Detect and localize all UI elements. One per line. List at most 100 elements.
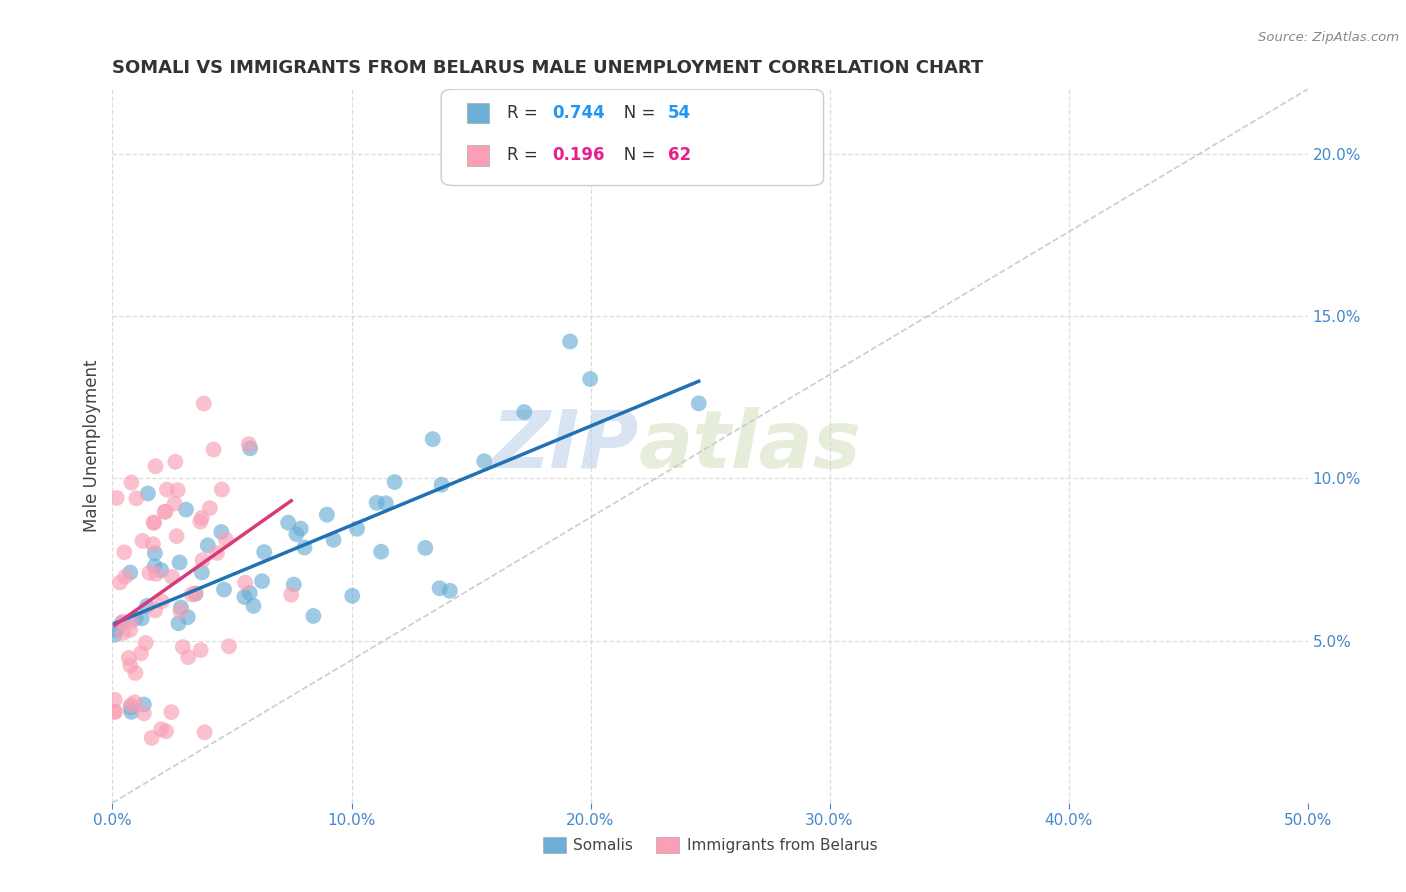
Point (124, 665, 146, 680)
Text: 0.744: 0.744 (553, 104, 605, 122)
Point (250, 574, 273, 589)
Point (190, 510, 212, 524)
Point (242, 599, 264, 613)
Point (579, 372, 602, 386)
Point (142, 516, 165, 530)
Point (191, 553, 214, 567)
Point (108, 575, 131, 590)
Point (111, 615, 134, 630)
Point (294, 541, 316, 555)
Point (124, 695, 146, 709)
Text: R =: R = (508, 146, 543, 164)
Point (124, 611, 146, 625)
Point (156, 483, 179, 497)
Point (211, 483, 233, 497)
Y-axis label: Male Unemployment: Male Unemployment (83, 359, 101, 533)
Point (120, 614, 142, 628)
Point (202, 442, 225, 457)
Point (167, 616, 190, 631)
Point (238, 437, 260, 451)
Point (688, 396, 710, 410)
Point (169, 556, 191, 570)
Point (141, 731, 163, 745)
Point (513, 405, 536, 419)
Point (233, 575, 256, 590)
Point (290, 522, 312, 536)
Point (143, 603, 166, 617)
Point (174, 502, 197, 516)
Point (121, 475, 143, 490)
Point (430, 477, 453, 491)
Point (280, 588, 302, 602)
Point (129, 646, 152, 660)
Point (472, 454, 495, 468)
Point (105, 623, 128, 637)
Point (143, 546, 166, 560)
Text: 54: 54 (668, 104, 692, 122)
Point (429, 581, 451, 595)
Point (104, 705, 127, 719)
Point (285, 527, 308, 541)
Point (143, 559, 166, 574)
Point (184, 586, 207, 600)
Text: N =: N = (609, 104, 661, 122)
Point (118, 651, 141, 665)
Point (374, 496, 396, 510)
Point (439, 583, 461, 598)
Point (180, 587, 202, 601)
Point (370, 544, 392, 558)
Point (104, 692, 127, 706)
Point (111, 626, 134, 640)
Point (138, 566, 160, 580)
Legend: Somalis, Immigrants from Belarus: Somalis, Immigrants from Belarus (537, 831, 883, 859)
Point (163, 496, 186, 510)
Point (184, 587, 207, 601)
Text: Source: ZipAtlas.com: Source: ZipAtlas.com (1258, 31, 1399, 45)
Point (170, 600, 193, 615)
Point (155, 505, 177, 519)
Point (104, 705, 127, 719)
Point (150, 723, 173, 737)
Point (143, 516, 166, 530)
Text: SOMALI VS IMMIGRANTS FROM BELARUS MALE UNEMPLOYMENT CORRELATION CHART: SOMALI VS IMMIGRANTS FROM BELARUS MALE U… (112, 59, 984, 77)
Text: R =: R = (508, 104, 543, 122)
Point (239, 442, 262, 456)
Point (120, 700, 142, 714)
Point (169, 604, 191, 618)
Point (150, 563, 173, 577)
Point (239, 586, 262, 600)
Point (191, 566, 214, 580)
Point (194, 725, 217, 739)
Point (558, 334, 581, 349)
Point (120, 705, 142, 719)
Point (413, 541, 436, 555)
Point (135, 636, 157, 650)
Point (302, 609, 325, 624)
Text: 0.196: 0.196 (553, 146, 605, 164)
Point (193, 396, 215, 410)
Point (155, 724, 177, 739)
Point (190, 515, 212, 529)
Point (422, 432, 444, 446)
Point (105, 491, 128, 505)
Point (346, 522, 368, 536)
Point (172, 640, 194, 654)
Point (166, 529, 188, 543)
Point (218, 640, 240, 654)
Point (205, 546, 228, 560)
Point (131, 611, 153, 625)
Point (111, 615, 134, 629)
Point (136, 599, 159, 613)
Point (342, 589, 364, 603)
Text: atlas: atlas (638, 407, 860, 485)
Point (150, 594, 173, 608)
Point (125, 491, 148, 506)
Point (160, 570, 183, 584)
Point (177, 610, 200, 624)
Point (145, 459, 167, 474)
Point (112, 545, 135, 559)
Point (366, 496, 388, 510)
Point (315, 508, 337, 522)
FancyBboxPatch shape (441, 89, 824, 186)
Point (132, 698, 155, 712)
